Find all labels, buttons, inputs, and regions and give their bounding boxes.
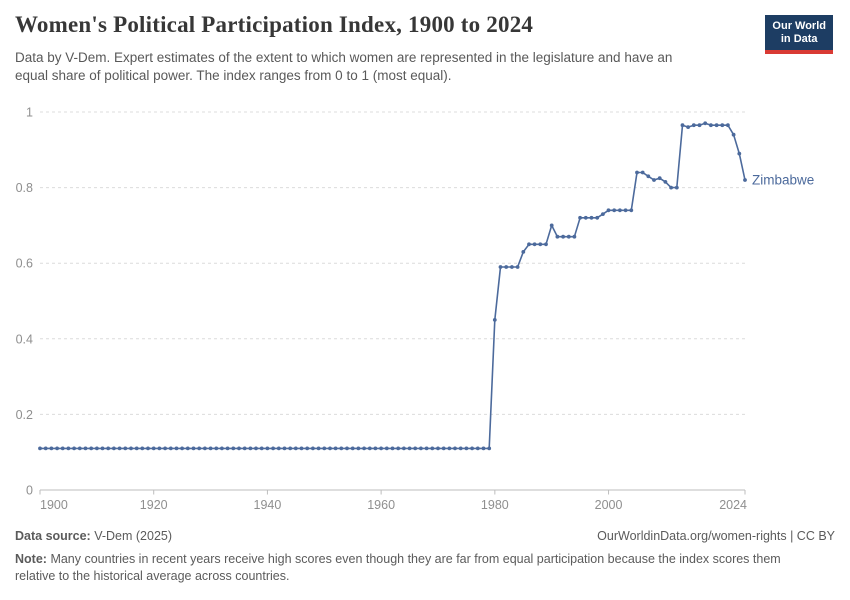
series-label: Zimbabwe: [752, 173, 814, 188]
owid-logo-line-2: in Data: [780, 33, 818, 45]
chart-footer: Data source: V-Dem (2025) OurWorldinData…: [15, 529, 835, 585]
subtitle-line-1: Data by V-Dem. Expert estimates of the e…: [15, 50, 673, 65]
data-source-value: V-Dem (2025): [90, 529, 173, 543]
data-source: Data source: V-Dem (2025): [15, 529, 172, 543]
x-tick-label: 1960: [367, 498, 395, 512]
x-tick-label: 1980: [481, 498, 509, 512]
line-chart-canvas: 0 0.2 0.4 0.6 0.8 1 1900 1920 1940 1960 1980 2000 20…: [16, 106, 815, 513]
y-tick-label: 1: [26, 106, 33, 120]
data-source-label: Data source:: [15, 529, 91, 543]
chart-subtitle: Data by V-Dem. Expert estimates of the e…: [15, 49, 760, 84]
note-label: Note:: [15, 552, 47, 566]
subtitle-line-2: equal share of political power. The inde…: [15, 67, 452, 83]
chart-header: Women's Political Participation Index, 1…: [15, 12, 760, 84]
y-tick-label: 0: [26, 484, 33, 498]
chart-title: Women's Political Participation Index, 1…: [15, 12, 534, 37]
owid-link[interactable]: OurWorldinData.org/women-rights | CC BY: [597, 529, 835, 543]
y-gridlines: 0 0.2 0.4 0.6 0.8 1: [16, 106, 745, 498]
note-line-2: relative to the historical average acros…: [15, 569, 290, 583]
x-tick-label: 1920: [140, 498, 168, 512]
y-tick-label: 0.2: [16, 408, 33, 422]
x-tick-label: 1940: [254, 498, 282, 512]
owid-logo-line-1: Our World: [772, 20, 826, 32]
x-tick-label: 2000: [595, 498, 623, 512]
note-line-1: Many countries in recent years receive h…: [50, 552, 781, 566]
owid-logo: Our World in Data: [765, 15, 833, 54]
x-axis: 1900 1920 1940 1960 1980 2000 2024: [39, 489, 747, 512]
y-tick-label: 0.6: [16, 257, 33, 271]
x-tick-label: 1900: [40, 498, 68, 512]
chart-note: Note: Many countries in recent years rec…: [15, 551, 835, 585]
y-tick-label: 0.4: [16, 332, 33, 346]
data-points: [38, 121, 747, 451]
x-tick-label: 2024: [719, 498, 747, 512]
data-line: [40, 122, 746, 450]
y-tick-label: 0.8: [16, 181, 33, 195]
